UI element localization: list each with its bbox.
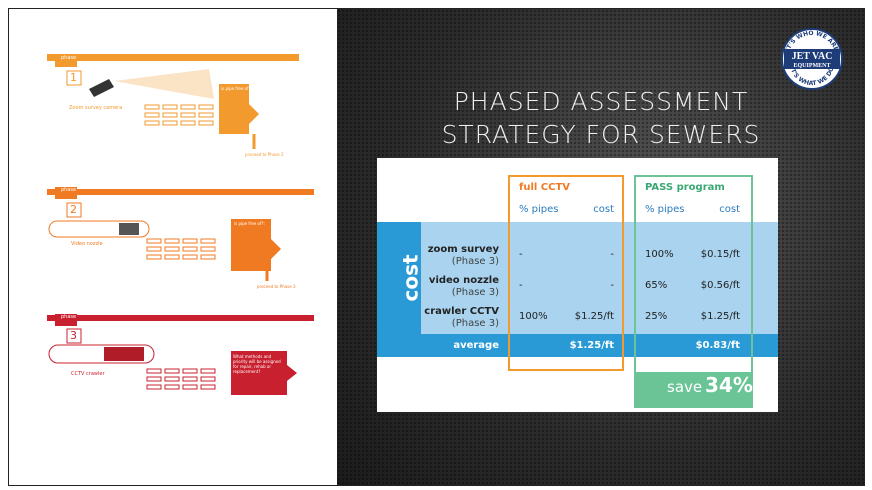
phase-tab (55, 55, 77, 67)
row-phase: (Phase 3) (451, 287, 499, 298)
logo-name: JET VAC (792, 51, 833, 62)
phase-band (47, 189, 314, 195)
phase-band (47, 315, 314, 321)
phase-number-box (66, 202, 82, 218)
next-step: proceed to Phase 3 (257, 284, 296, 289)
save-box (635, 372, 752, 408)
phase-diagrams (47, 54, 314, 395)
table-cell: 100% (519, 311, 548, 322)
decision-question: is pipe free of?: (221, 86, 252, 91)
average-cell: $0.83/ft (695, 340, 740, 351)
nozzle-icon (119, 223, 139, 235)
average-cell: $1.25/ft (569, 340, 614, 351)
save-value: 34% (705, 373, 753, 397)
pass-outline (634, 175, 753, 408)
next-step: proceed to Phase 2 (245, 152, 284, 157)
row-header-band (377, 222, 421, 334)
camera-beam (114, 69, 214, 99)
table-cell: 25% (645, 311, 668, 322)
row-phase: (Phase 3) (451, 256, 499, 267)
phase-tab (55, 314, 77, 326)
device-label: Video nozzle (71, 241, 103, 247)
full-cctv-outline (508, 175, 624, 371)
left-panel: phase 1 Zoom survey camera is pipe free … (9, 9, 337, 485)
average-label: average (453, 340, 499, 351)
table-cell: - (519, 280, 523, 291)
decision-box (219, 84, 259, 134)
table-cell: $1.25/ft (700, 311, 740, 322)
table-cell: $1.25/ft (574, 311, 614, 322)
row-name: zoom survey (427, 244, 499, 255)
right-panel: IT'S WHO WE ARE IT'S WHAT WE DO JET VAC … (337, 9, 865, 485)
decision-box (231, 351, 297, 395)
column-header: cost (719, 204, 740, 215)
title-line: PHASED ASSESSMENT (453, 87, 749, 116)
rows-band (377, 222, 778, 334)
phase-label: phase (61, 55, 77, 61)
table-cell: - (519, 249, 523, 260)
column-header: % pipes (645, 204, 685, 215)
column-header: cost (593, 204, 614, 215)
table-cell: $0.56/ft (700, 280, 740, 291)
phase-tab (55, 187, 77, 199)
camera-icon (89, 79, 114, 97)
logo-banner (784, 49, 840, 69)
phase-number: 1 (70, 71, 77, 84)
save-label: save (667, 378, 703, 396)
average-band (377, 334, 778, 357)
phase-band (47, 54, 299, 61)
pipe-grid (146, 368, 216, 390)
table-cell: 65% (645, 280, 668, 291)
phase-number: 2 (70, 203, 77, 216)
row-header: cost (398, 254, 423, 302)
phase-label: phase (61, 314, 77, 320)
phase-2-diagram (47, 187, 314, 281)
device-label: Zoom survey camera (69, 105, 123, 111)
pipe (48, 220, 150, 238)
logo-sub: EQUIPMENT (793, 63, 830, 69)
row-name: video nozzle (428, 275, 499, 286)
pipe-grid (144, 104, 214, 126)
logo: IT'S WHO WE ARE IT'S WHAT WE DO JET VAC … (781, 28, 843, 90)
phase-label: phase (61, 187, 77, 193)
device-label: CCTV crawler (71, 371, 105, 377)
phase-number-box (66, 328, 82, 344)
title-line: STRATEGY FOR SEWERS (441, 120, 761, 149)
crawler-icon (104, 347, 144, 361)
group-header: full CCTV (519, 182, 571, 193)
group-header: PASS program (645, 182, 725, 193)
row-name: crawler CCTV (424, 306, 499, 317)
column-header: % pipes (519, 204, 559, 215)
table-cell: - (610, 249, 614, 260)
phase-1-diagram (47, 54, 299, 149)
table-cell: 100% (645, 249, 674, 260)
phase-number: 3 (70, 329, 77, 342)
pipe (48, 344, 155, 364)
decision-box (231, 219, 281, 271)
decision-question: is pipe free of?: (234, 221, 265, 226)
row-phase: (Phase 3) (451, 318, 499, 329)
table-cell: - (610, 280, 614, 291)
pipe-grid (146, 238, 216, 260)
table-cell: $0.15/ft (700, 249, 740, 260)
phase-number-box (66, 70, 82, 86)
decision-question: What methods and priority will be assign… (233, 354, 281, 374)
table-card: cost full CCTV PASS program % pipes cost… (377, 158, 778, 412)
phase-3-diagram (47, 314, 314, 395)
